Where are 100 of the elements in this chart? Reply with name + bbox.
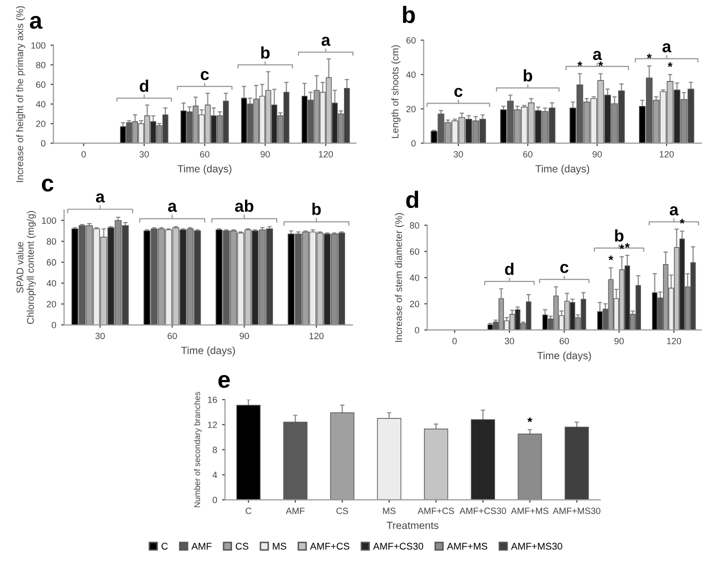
x-tick-label: 120 [667, 338, 682, 344]
data-label: * [680, 218, 685, 224]
y-tick-label: 60 [410, 248, 420, 255]
annotation: a [593, 50, 602, 60]
x-axis-title: Time (days) [181, 346, 235, 356]
x-tick-label: AMF+CS [418, 508, 454, 514]
x-axis-title: Time (days) [178, 164, 232, 175]
y-axis-title: Number of secondary branches [194, 392, 202, 508]
annotation: a [322, 36, 330, 46]
x-tick-label: CS [336, 508, 348, 514]
data-label: * [619, 244, 624, 250]
legend-label: AMF+CS [310, 542, 350, 550]
annotation: d [140, 80, 148, 92]
annotation: b [261, 46, 270, 59]
annotation: a [662, 43, 672, 52]
x-tick-label: 60 [560, 338, 569, 344]
x-tick-label: 30 [504, 338, 514, 344]
y-tick-label: 20 [36, 120, 46, 127]
data-label: * [624, 243, 630, 248]
legend-label: AMF+MS [446, 542, 488, 550]
annotation: c [560, 264, 568, 274]
x-tick-label: 90 [260, 151, 270, 158]
y-tick-label: 20 [46, 300, 56, 308]
y-tick-label: 40 [410, 274, 420, 281]
x-tick-label: 30 [95, 332, 105, 340]
text: a [670, 206, 679, 216]
y-tick-label: 40 [406, 71, 416, 78]
y-tick-label: 4 [212, 472, 218, 478]
legend-label: AMF+CS30 [373, 542, 424, 550]
legend-label: AMF+MS30 [511, 542, 562, 550]
legend-label: CS [236, 542, 248, 550]
x-axis-title: Time (days) [537, 352, 591, 362]
y-tick-label: 80 [46, 238, 56, 245]
x-tick-label: MS [383, 508, 396, 514]
x-tick-label: 120 [660, 151, 674, 158]
x-tick-label: 90 [240, 332, 249, 340]
y-tick-label: 0 [212, 496, 217, 504]
x-tick-label: 30 [454, 151, 464, 158]
y-tick-label: 60 [46, 259, 56, 266]
data-label: * [608, 256, 614, 260]
y-axis-title: Increase of height of the primary axis (%) [16, 6, 26, 182]
y-tick-label: 8 [212, 446, 217, 454]
x-tick-label: 60 [200, 151, 210, 158]
x-tick-label: 60 [523, 151, 532, 158]
data-label: * [668, 62, 672, 67]
x-tick-label: 90 [614, 338, 624, 344]
annotation: b [615, 229, 624, 242]
annotation: a [168, 202, 177, 212]
annotation: ab [235, 200, 254, 212]
annotation: b [312, 202, 321, 216]
x-tick-label: 120 [318, 151, 333, 158]
annotation: b [524, 69, 532, 82]
x-tick-label: AMF+MS30 [552, 508, 600, 514]
y-tick-label: 60 [406, 37, 416, 44]
data-label: * [646, 54, 652, 58]
annotation: d [505, 262, 514, 275]
y-tick-label: 80 [36, 62, 46, 68]
y-tick-label: 60 [36, 81, 46, 88]
legend-label: C [162, 542, 168, 550]
y-tick-label: 0 [41, 140, 46, 147]
y-axis-title: Length of shoots (cm) [391, 45, 400, 138]
chart-title: d [406, 190, 418, 208]
y-tick-label: 40 [36, 101, 46, 108]
y-tick-label: 100 [42, 217, 56, 224]
x-tick-label: C [246, 508, 252, 514]
x-tick-label: 90 [592, 151, 602, 158]
data-label: * [577, 61, 582, 66]
x-tick-label: 120 [310, 332, 324, 340]
x-tick-label: 0 [452, 338, 457, 344]
x-tick-label: AMF+MS [510, 508, 548, 514]
y-tick-label: 100 [31, 42, 46, 49]
y-tick-label: 16 [208, 396, 217, 403]
y-axis-title: Increase of stem diameter (%) [394, 213, 404, 342]
x-axis-title: Time (days) [535, 164, 590, 175]
y-tick-label: 20 [406, 106, 416, 112]
legend-label: AMF [191, 542, 212, 550]
chart-title: b [402, 6, 415, 24]
data-label: * [598, 61, 604, 66]
y-tick-label: 80 [410, 222, 420, 229]
x-tick-label: AMF [286, 508, 305, 514]
x-tick-label: 0 [82, 151, 86, 158]
annotation: c [200, 71, 209, 80]
y-tick-label: 40 [46, 280, 56, 286]
x-axis-title: Treatments [386, 522, 438, 530]
chart-title: c [42, 178, 54, 192]
y-tick-label: 0 [52, 322, 56, 328]
y-tick-label: 0 [414, 326, 420, 334]
y-tick-label: 0 [411, 140, 416, 147]
text: a [96, 193, 105, 203]
annotation: c [454, 88, 462, 97]
x-tick-label: 60 [168, 332, 177, 340]
y-tick-label: 20 [410, 300, 420, 308]
x-tick-label: 30 [140, 151, 149, 158]
x-tick-label: AMF+CS30 [460, 508, 506, 514]
chart-title: a [30, 16, 42, 29]
y-axis-title: SPAD value Chlorophyll content (mg/g) [16, 211, 36, 324]
legend-label: MS [272, 542, 286, 550]
chart-title: e [218, 374, 230, 388]
y-tick-label: 12 [208, 422, 217, 428]
data-label: * [527, 417, 532, 422]
